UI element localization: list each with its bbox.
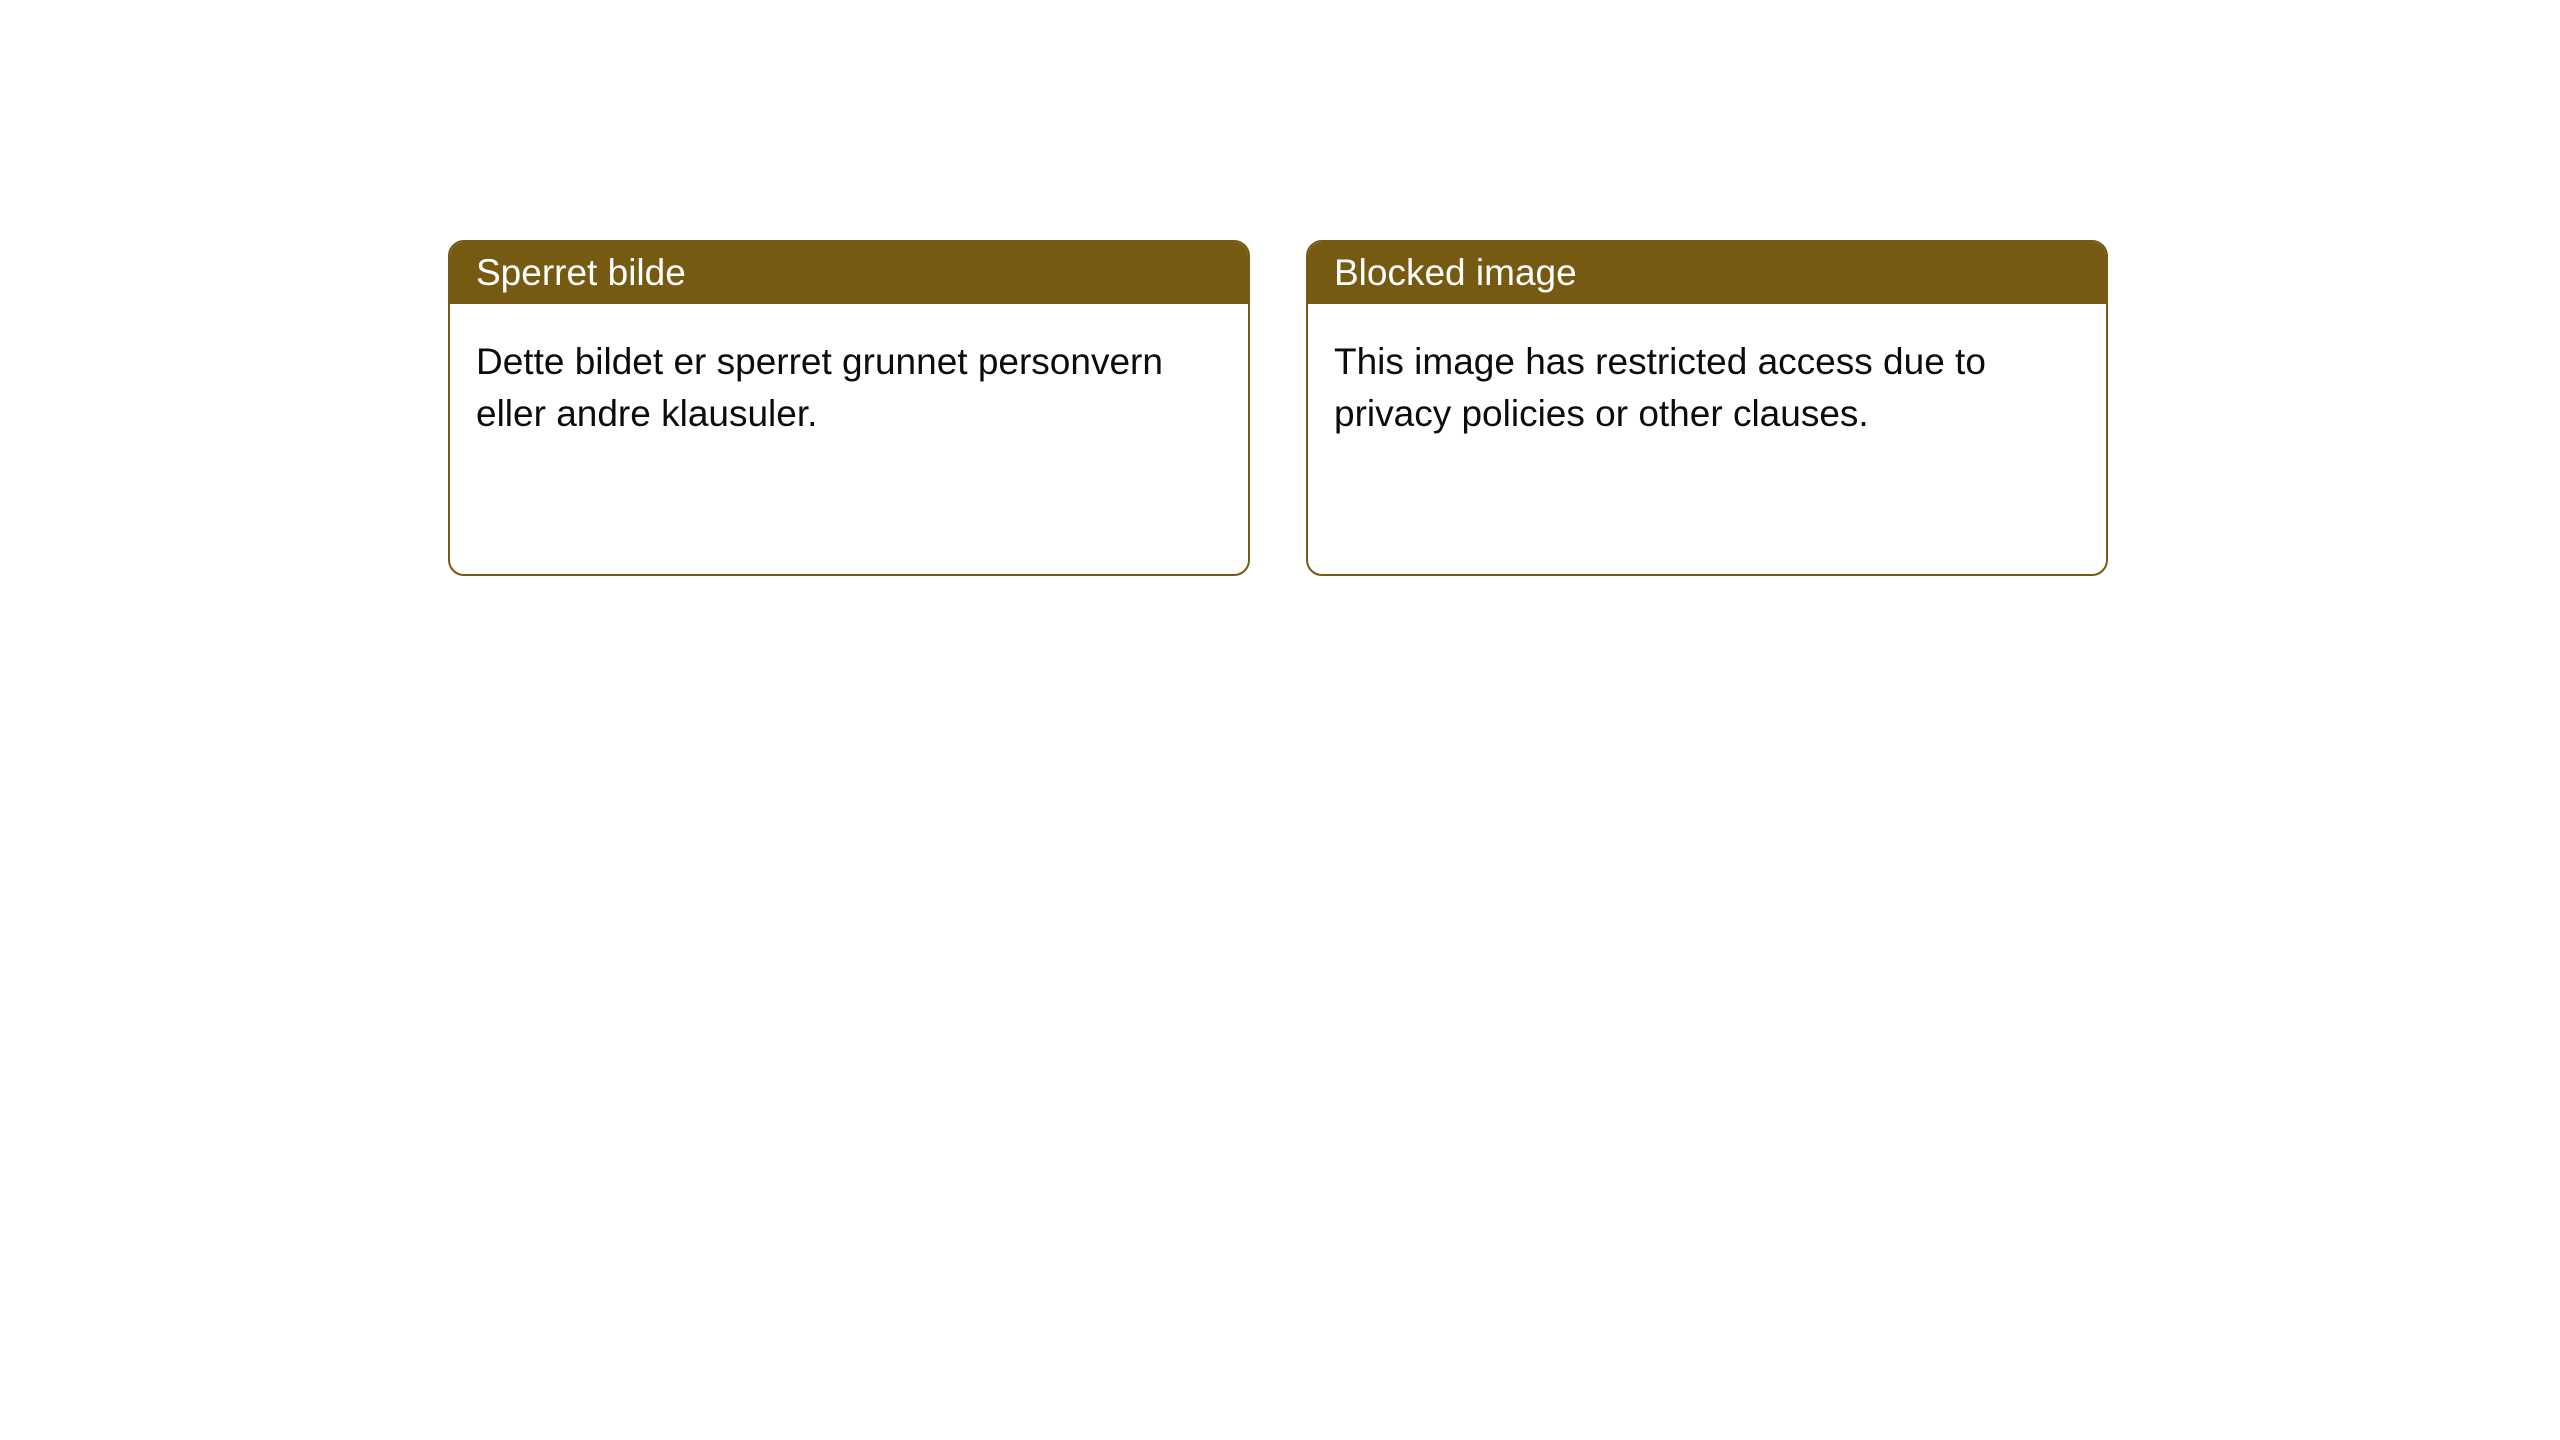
notice-body: This image has restricted access due to … (1308, 304, 2106, 472)
notice-container: Sperret bilde Dette bildet er sperret gr… (0, 0, 2560, 576)
notice-title: Blocked image (1308, 242, 2106, 304)
notice-card-english: Blocked image This image has restricted … (1306, 240, 2108, 576)
notice-title: Sperret bilde (450, 242, 1248, 304)
notice-card-norwegian: Sperret bilde Dette bildet er sperret gr… (448, 240, 1250, 576)
notice-body: Dette bildet er sperret grunnet personve… (450, 304, 1248, 472)
